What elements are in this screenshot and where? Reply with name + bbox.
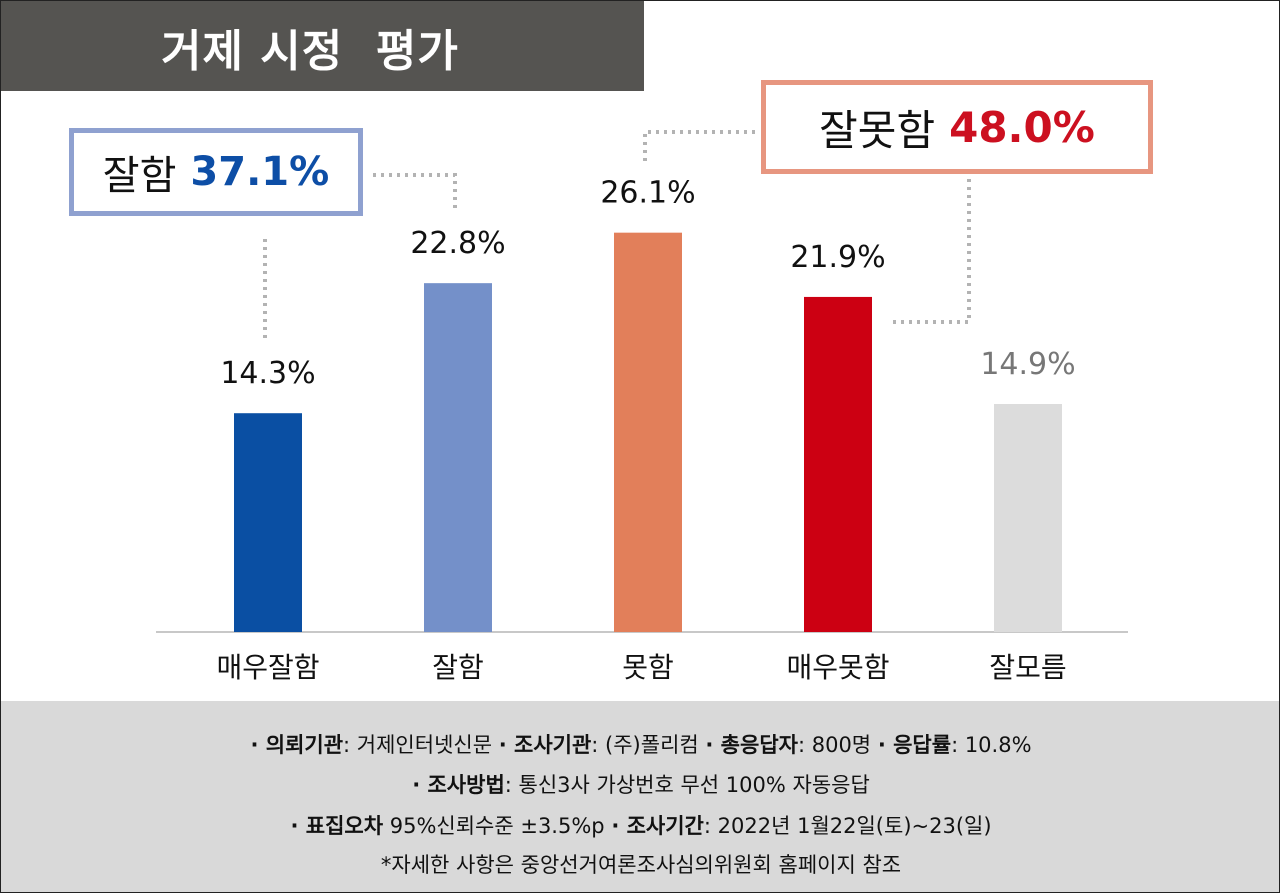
title-bar: 거제 시정 평가 [1,1,644,91]
chart-title: 거제 시정 평가 [161,26,459,77]
callout-good-total: 잘함 37.1% [69,128,363,216]
bar-2 [424,283,492,632]
bars-group: 14.3% 매우잘함 22.8% 잘함 26.1% 못함 21.9% 매우못함 14.9% 잘모름 [216,176,1075,684]
footer-line-4: *자세한 사항은 중앙선거여론조사심의위원회 홈페이지 참조 [380,853,902,877]
footer-text: : 통신3사 가상번호 무선 100% 자동응답 [504,773,870,797]
callout-bad-total: 잘못함 48.0% [761,80,1153,174]
callout-bad-value: 48.0% [949,102,1095,152]
bar-1 [234,413,302,632]
footer-text: : 10.8% [951,733,1032,757]
category-label-5: 잘모름 [989,651,1066,684]
footer-line-3: · 표집오차 95%신뢰수준 ±3.5%p · 조사기간: 2022년 1월22… [1,810,1279,840]
value-label-1: 14.3% [220,356,315,391]
callout-bad-label: 잘못함 [819,105,936,155]
value-label-4: 21.9% [790,240,885,275]
footer-label: · 응답률 [877,733,952,757]
callout-good-label: 잘함 [102,153,177,199]
footer-line-1: · 의뢰기관: 거제인터넷신문 · 조사기관: (주)폴리컴 · 총응답자: 8… [1,729,1279,759]
footer-label: · 표집오차 [290,814,384,838]
bar-3 [614,232,682,633]
category-label-3: 못함 [622,651,674,684]
bar-5 [994,404,1062,632]
connector-good-right [373,173,457,213]
connector-lines [263,130,971,341]
connector-bad-right [889,179,971,324]
footer-text: : 800명 [797,733,878,757]
footer-text: 95%신뢰수준 ±3.5%p [383,814,612,838]
footer-text: : 2022년 1월22일(토)~23(일) [703,814,992,838]
value-label-2: 22.8% [410,226,505,261]
callout-good-value: 37.1% [190,149,330,195]
survey-info-footer: · 의뢰기관: 거제인터넷신문 · 조사기관: (주)폴리컴 · 총응답자: 8… [1,701,1279,892]
bar-chart: 14.3% 매우잘함 22.8% 잘함 26.1% 못함 21.9% 매우못함 14.9% 잘모름 [156,130,1128,684]
category-label-4: 매우못함 [786,651,889,684]
footer-label: · 의뢰기관 [250,733,344,757]
footer-text: : (주)폴리컴 [591,733,706,757]
footer-label: · 조사기간 [611,814,704,838]
value-label-5: 14.9% [980,347,1075,382]
footer-label: · 조사방법 [412,773,505,797]
value-label-3: 26.1% [600,176,695,211]
category-label-1: 매우잘함 [216,651,319,684]
footer-label: · 총응답자 [705,733,798,757]
category-label-2: 잘함 [432,651,484,684]
bar-4 [804,296,872,632]
footer-text: : 거제인터넷신문 [343,733,499,757]
footer-label: · 조사기관 [498,733,592,757]
connector-bad-left [643,130,755,161]
footer-line-2: · 조사방법: 통신3사 가상번호 무선 100% 자동응답 [1,769,1279,799]
